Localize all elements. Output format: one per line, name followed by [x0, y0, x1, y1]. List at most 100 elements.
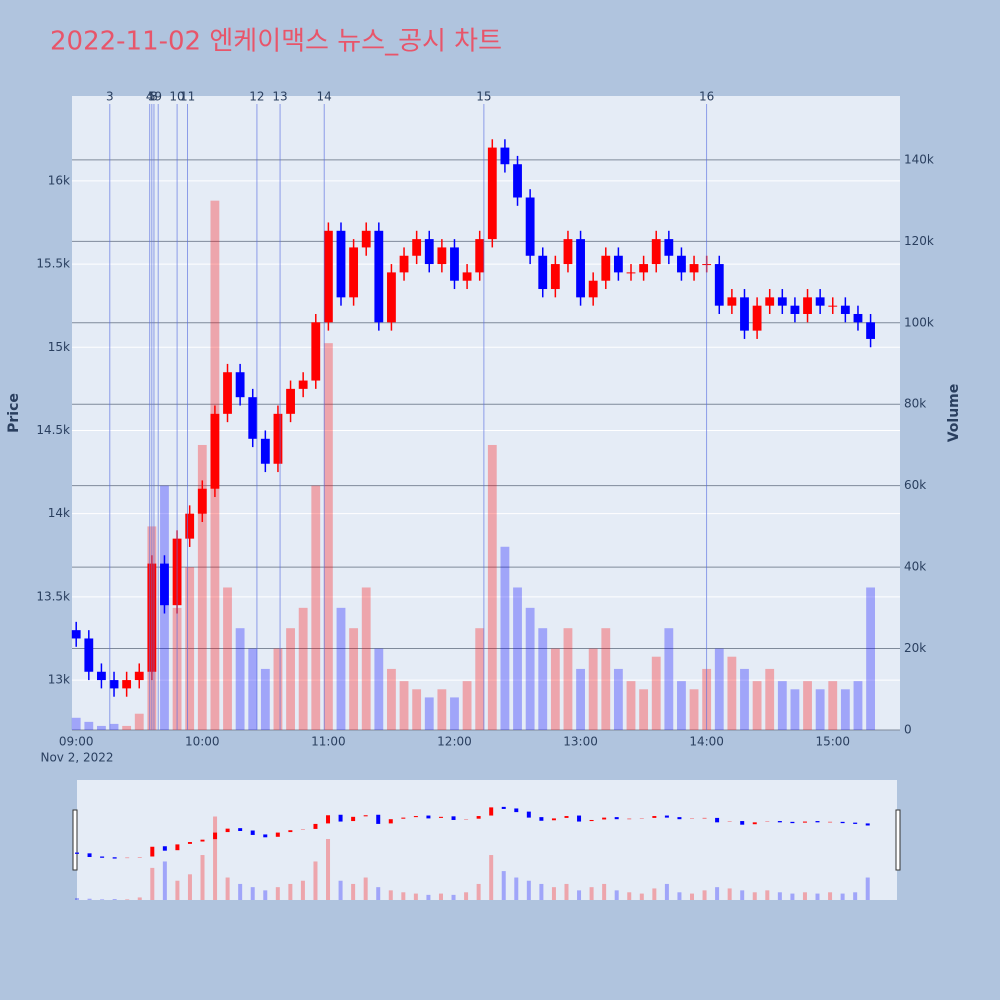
volume-bar: [399, 681, 409, 730]
slider-volume-bar: [338, 880, 343, 900]
slider-volume-bar: [213, 816, 218, 900]
volume-bar: [525, 607, 535, 730]
volume-bar: [273, 648, 283, 730]
volume-bar: [437, 689, 447, 730]
volume-bar: [752, 681, 762, 730]
candle-body: [588, 280, 598, 298]
volume-bar: [197, 444, 207, 730]
y-tick-label: 13k: [48, 673, 70, 687]
x-tick-label: 13:00: [563, 735, 598, 749]
slider-volume-bar: [639, 893, 644, 900]
volume-bar: [765, 668, 775, 730]
slider-volume-bar: [828, 892, 833, 900]
volume-bar: [336, 607, 346, 730]
volume-bar: [651, 656, 661, 730]
slider-handle[interactable]: [72, 809, 78, 871]
candle-body: [777, 297, 787, 306]
volume-bar: [374, 648, 384, 730]
volume-bar: [311, 485, 321, 730]
slider-volume-bar: [351, 883, 356, 900]
candle-body: [97, 671, 106, 681]
slider-volume-bar: [539, 883, 544, 900]
y2-tick-label: 0: [904, 723, 912, 737]
candle-body: [475, 239, 485, 273]
slider-volume-bar: [627, 892, 632, 900]
slider-volume-bar: [313, 861, 318, 900]
candle-body: [323, 230, 333, 323]
volume-bar: [298, 607, 308, 730]
volume-bar: [538, 628, 548, 730]
slider-volume-bar: [602, 883, 607, 900]
candle-body: [626, 272, 636, 274]
slider-volume-bar: [275, 887, 280, 900]
x-tick-label: 15:00: [815, 735, 850, 749]
volume-bar: [424, 697, 434, 730]
slider-volume-bar: [677, 892, 682, 900]
candle-body: [311, 322, 321, 381]
slider-volume-bar: [702, 890, 707, 900]
candle-body: [815, 297, 825, 306]
slider-volume-bar: [200, 855, 205, 900]
volume-bar: [361, 587, 371, 730]
volume-bar: [815, 689, 825, 730]
volume-bar: [689, 689, 699, 730]
event-label: 5: [148, 90, 156, 104]
volume-bar: [563, 628, 573, 730]
slider-volume-bar: [740, 890, 745, 900]
volume-bar: [626, 681, 636, 730]
slider-volume-bar: [514, 877, 519, 900]
candle-body: [828, 305, 838, 307]
volume-bar: [740, 668, 749, 730]
candle-body: [853, 313, 863, 323]
volume-bar: [387, 668, 396, 730]
x-tick-label: 11:00: [311, 735, 346, 749]
slider-volume-bar: [715, 887, 720, 900]
slider-volume-bar: [100, 899, 105, 900]
slider-volume-bar: [426, 894, 431, 900]
y2-tick-label: 40k: [904, 560, 926, 574]
candle-body: [374, 230, 384, 323]
candle-body: [500, 147, 510, 165]
y2-tick-label: 120k: [904, 234, 934, 248]
candle-body: [487, 147, 497, 240]
event-label: 14: [317, 90, 332, 104]
volume-bar: [601, 628, 611, 730]
candle-body: [286, 388, 295, 414]
candle-body: [424, 239, 434, 265]
chart-title: 2022-11-02 엔케이맥스 뉴스_공시 차트: [50, 27, 502, 57]
y-tick-label: 14k: [48, 506, 70, 520]
candle-body: [866, 322, 875, 339]
event-label: 9: [154, 90, 162, 104]
candle-body: [336, 230, 346, 298]
candle-body: [235, 372, 245, 398]
candle-body: [639, 264, 649, 273]
y2-tick-label: 80k: [904, 397, 926, 411]
candle-body: [765, 297, 775, 306]
slider-volume-bar: [300, 880, 305, 900]
slider-volume-bar: [75, 898, 79, 900]
y2-tick-label: 140k: [904, 152, 934, 166]
candle-body: [248, 397, 258, 439]
slider-volume-bar: [489, 855, 494, 900]
candle-body: [450, 247, 459, 281]
slider-handle[interactable]: [895, 809, 901, 871]
slider-volume-bar: [288, 883, 293, 900]
slider-volume-bar: [765, 890, 770, 900]
volume-bar: [71, 717, 81, 730]
volume-bar: [714, 648, 724, 730]
plot-area: [72, 96, 900, 730]
volume-bar: [487, 444, 497, 730]
slider-volume-bar: [752, 892, 757, 900]
candle-body: [664, 239, 674, 256]
x-tick-label: 09:00: [59, 735, 94, 749]
slider-volume-bar: [589, 887, 594, 900]
volume-bar: [803, 681, 812, 730]
volume-bar: [588, 648, 598, 730]
event-label: 4: [146, 90, 154, 104]
volume-bar: [613, 668, 623, 730]
slider-volume-bar: [250, 887, 255, 900]
slider-volume-bar: [652, 888, 657, 900]
slider-volume-bar: [238, 883, 243, 900]
volume-bar: [500, 546, 510, 730]
